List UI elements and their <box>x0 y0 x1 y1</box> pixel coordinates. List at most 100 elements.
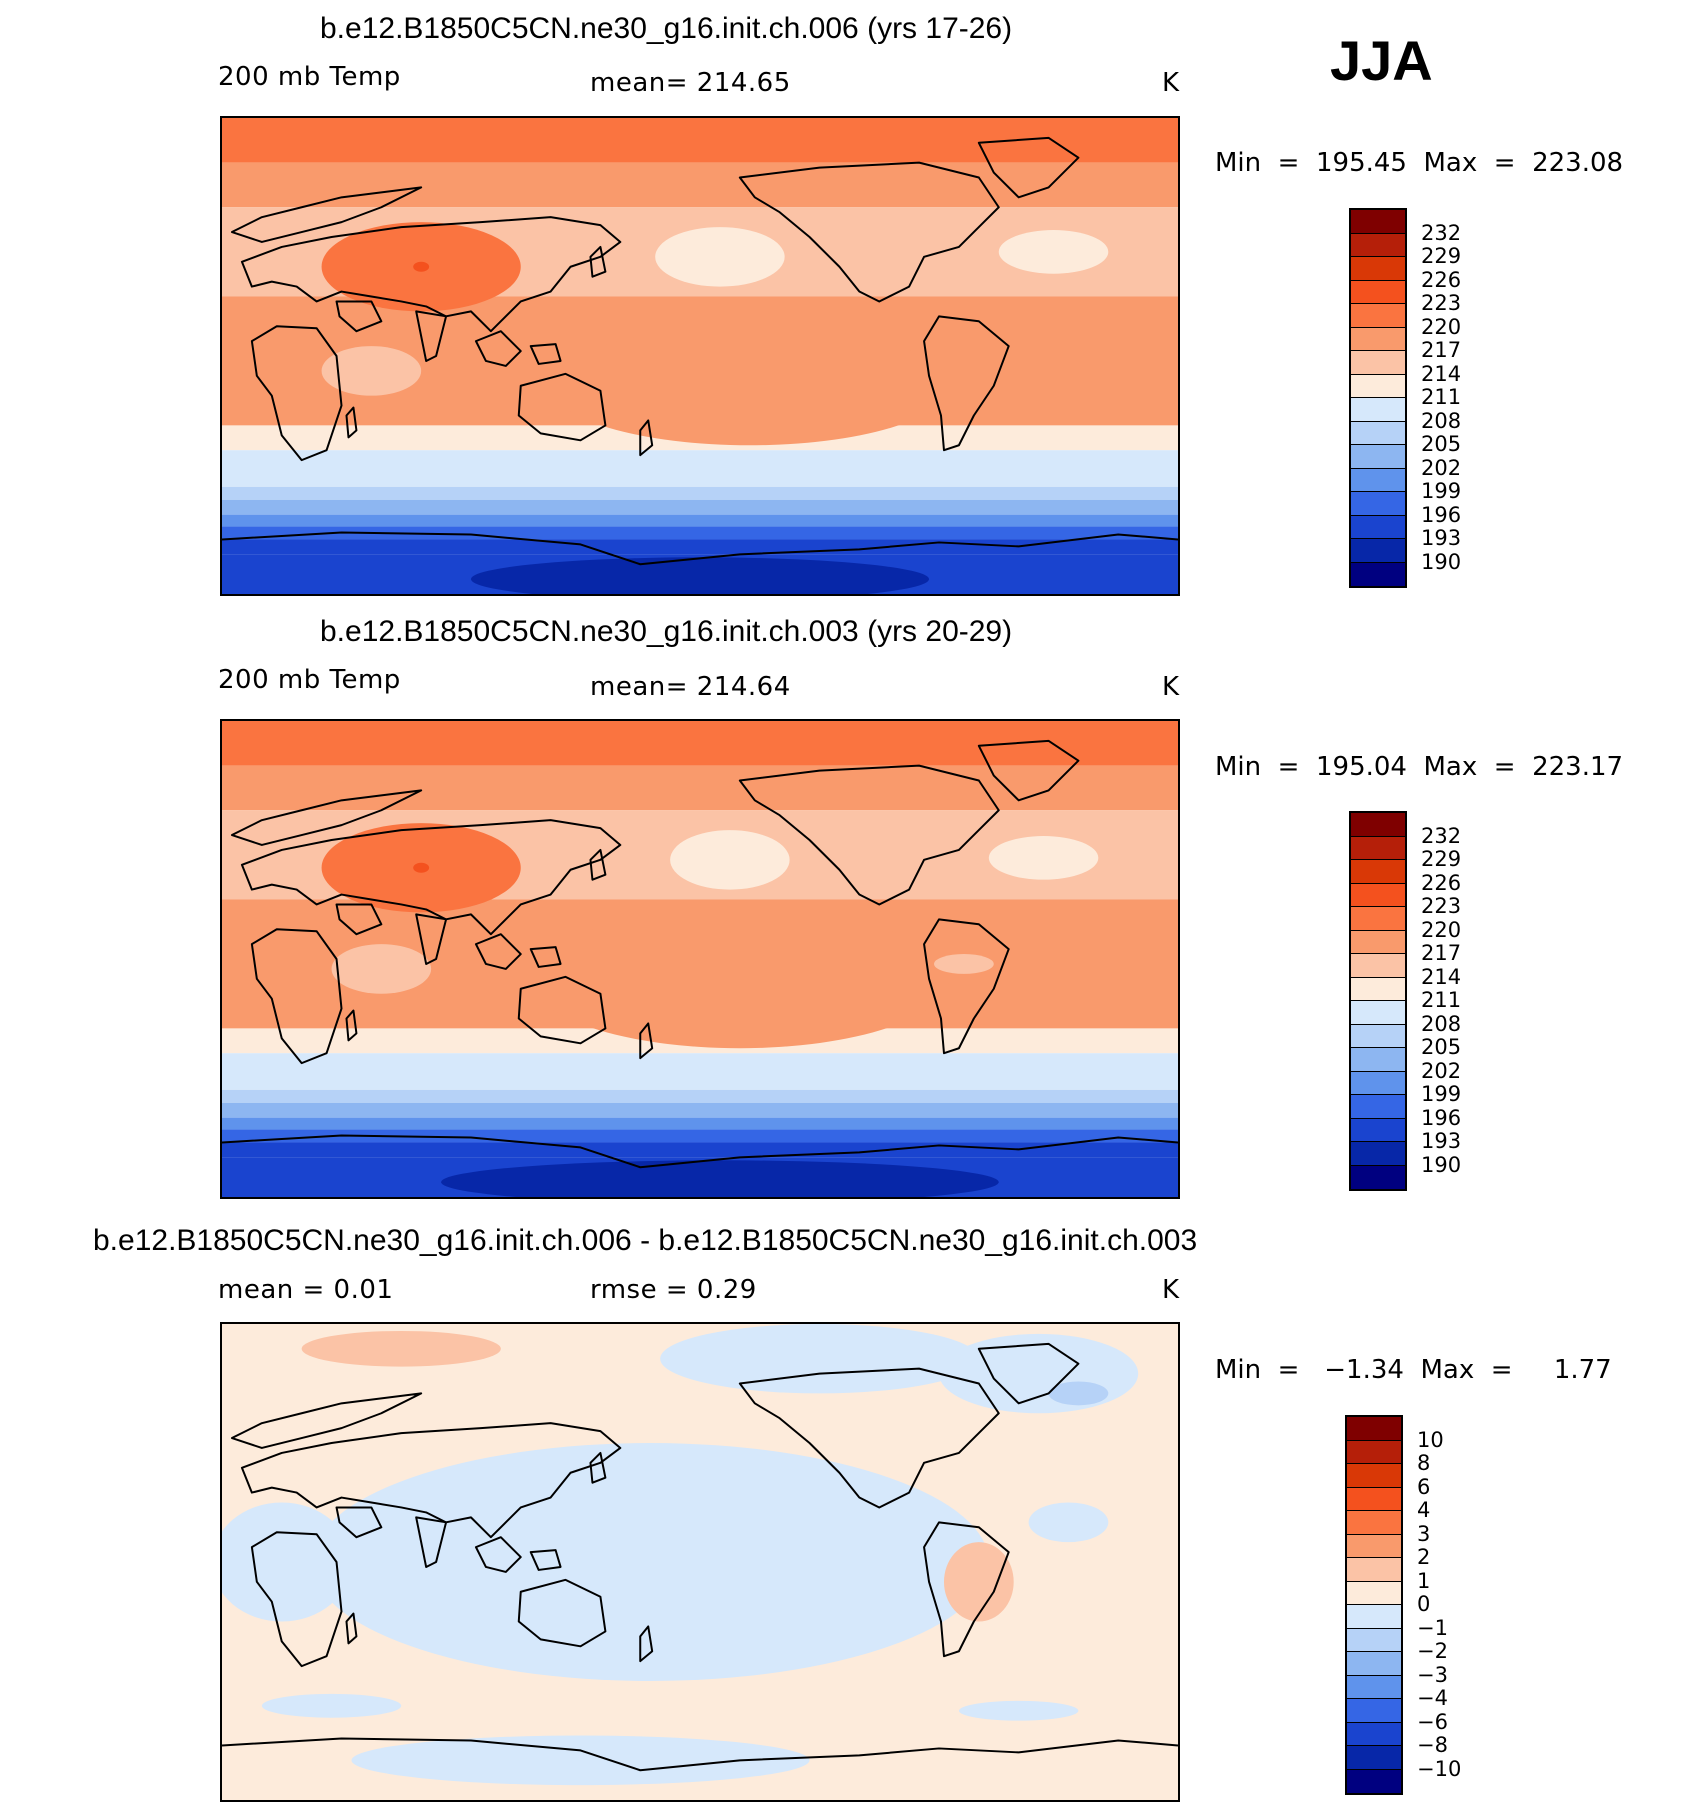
colorbar-swatch <box>1347 1675 1401 1699</box>
colorbar-tick-label: −4 <box>1417 1686 1448 1710</box>
colorbar-swatch <box>1347 1581 1401 1605</box>
colorbar-swatch <box>1347 1652 1401 1676</box>
coastline <box>923 1521 1010 1658</box>
coastline <box>415 913 448 965</box>
coastline <box>738 1367 1000 1509</box>
colorbar-tick-label: 232 <box>1421 823 1462 848</box>
colorbar-swatch <box>1347 1699 1401 1723</box>
panel-2-variable-label: 200 mb Temp <box>218 665 401 695</box>
contour-band <box>222 1053 1178 1090</box>
colorbar-tick-label: −2 <box>1417 1639 1448 1663</box>
colorbar-tick-label: 211 <box>1421 988 1462 1012</box>
colorbar-tick-label: 3 <box>1417 1521 1431 1546</box>
panel-3-min-max: Min = −1.34 Max = 1.77 <box>1215 1355 1612 1385</box>
coastline <box>230 789 423 846</box>
colorbar-tick-label: 196 <box>1421 1105 1462 1130</box>
colorbar-tick-label: 211 <box>1421 385 1462 409</box>
colorbar-tick-label: 223 <box>1421 894 1462 918</box>
colorbar-tick-label: 205 <box>1421 1035 1462 1059</box>
contour-region <box>998 230 1109 274</box>
colorbar-tick-label: 205 <box>1421 432 1462 456</box>
coastline <box>240 819 622 936</box>
contour-band <box>222 539 1178 555</box>
panel-3-title: b.e12.B1850C5CN.ne30_g16.init.ch.006 - b… <box>93 1224 1198 1257</box>
panel-1-title: b.e12.B1850C5CN.ne30_g16.init.ch.006 (yr… <box>320 12 1013 45</box>
colorbar-tick-label: 208 <box>1421 408 1462 433</box>
panel-3-map <box>220 1322 1180 1802</box>
contour-region <box>331 944 432 994</box>
colorbar-swatch <box>1351 930 1405 954</box>
colorbar-swatch <box>1351 398 1405 422</box>
colorbar-tick-label: 217 <box>1421 941 1462 965</box>
map-plot <box>222 721 1178 1197</box>
contour-region <box>670 830 790 890</box>
coastline <box>529 343 562 365</box>
colorbar-swatch <box>1347 1440 1401 1464</box>
colorbar-tick-label: 208 <box>1421 1011 1462 1036</box>
colorbar-tick-label: 226 <box>1421 870 1462 895</box>
colorbar-swatch <box>1351 210 1405 234</box>
contour-band <box>222 1089 1178 1103</box>
colorbar-tick-label: −6 <box>1417 1709 1448 1734</box>
colorbar-swatch <box>1351 492 1405 516</box>
colorbar-swatch <box>1347 1722 1401 1746</box>
contour-region <box>939 1333 1139 1414</box>
contour-band <box>222 486 1178 500</box>
colorbar-tick-label: 199 <box>1421 1082 1462 1106</box>
colorbar-swatch <box>1351 1095 1405 1119</box>
contour-region <box>261 1693 402 1718</box>
coastline <box>589 1451 607 1484</box>
contour-region <box>321 346 422 396</box>
panel-1-min-max: Min = 195.45 Max = 223.08 <box>1215 148 1624 178</box>
colorbar-swatch <box>1351 233 1405 257</box>
contour-region <box>222 1502 352 1622</box>
contour-band <box>222 162 1178 208</box>
panel-3-colorbar <box>1345 1415 1403 1795</box>
colorbar-swatch <box>1347 1558 1401 1582</box>
coastline <box>474 933 522 970</box>
colorbar-tick-label: 10 <box>1417 1427 1444 1452</box>
colorbar-tick-label: 229 <box>1421 244 1462 268</box>
coastline <box>240 1422 622 1539</box>
contour-band <box>222 1129 1178 1143</box>
colorbar-swatch <box>1351 883 1405 907</box>
colorbar-swatch <box>1351 280 1405 304</box>
contour-band <box>222 526 1178 540</box>
colorbar-tick-label: 217 <box>1421 338 1462 362</box>
coastline <box>639 419 654 457</box>
panel-2-map <box>220 719 1180 1199</box>
colorbar-swatch <box>1347 1464 1401 1488</box>
colorbar-tick-label: 229 <box>1421 847 1462 871</box>
colorbar-swatch <box>1351 468 1405 492</box>
contour-band <box>222 1142 1178 1158</box>
coastline <box>230 1392 423 1449</box>
colorbar-swatch <box>1347 1628 1401 1652</box>
coastline <box>589 245 607 278</box>
coastline <box>222 1134 1178 1169</box>
colorbar-swatch <box>1351 1165 1405 1189</box>
contour-region <box>1048 1381 1109 1406</box>
coastline <box>517 1578 607 1648</box>
colorbar-tick-label: 190 <box>1421 1152 1462 1177</box>
contour-band <box>222 1102 1178 1118</box>
contour-band <box>222 450 1178 487</box>
panel-2-min-max: Min = 195.04 Max = 223.17 <box>1215 752 1624 782</box>
colorbar-tick-label: 1 <box>1417 1568 1431 1593</box>
contour-region <box>311 1443 989 1681</box>
map-plot <box>222 1324 1178 1800</box>
colorbar-swatch <box>1347 1769 1401 1793</box>
coastline <box>738 764 1000 906</box>
contour-band <box>222 721 1178 766</box>
colorbar-tick-label: −8 <box>1417 1733 1448 1757</box>
contour-region <box>441 1160 999 1197</box>
coastline <box>517 975 607 1045</box>
contour-band <box>222 765 1178 811</box>
coastline <box>517 372 607 442</box>
colorbar-swatch <box>1351 327 1405 351</box>
colorbar-tick-label: 202 <box>1421 455 1462 480</box>
coastline <box>529 1549 562 1571</box>
coastline <box>474 1536 522 1573</box>
coastline <box>335 1506 383 1539</box>
contour-region <box>413 261 430 272</box>
coastline <box>230 186 423 243</box>
